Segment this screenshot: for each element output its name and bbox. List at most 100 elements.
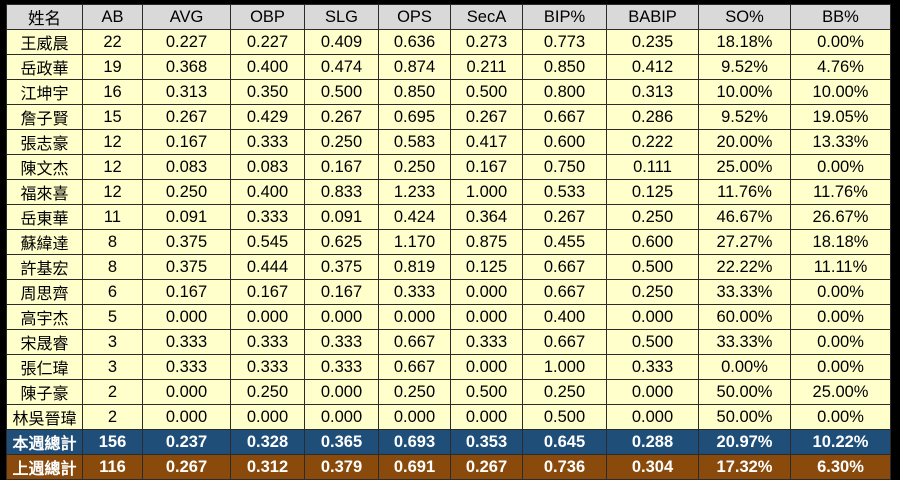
cell-seca: 0.353: [450, 429, 523, 455]
cell-slg: 0.500: [304, 79, 379, 105]
cell-ops: 0.250: [378, 154, 451, 180]
cell-obp: 0.545: [230, 229, 305, 255]
cell-ab: 3: [82, 354, 143, 380]
cell-obp: 0.083: [230, 154, 305, 180]
table-row: 宋晟睿 3 0.333 0.333 0.333 0.667 0.333 0.667 0.500 3…: [6, 329, 891, 355]
cell-seca: 0.267: [450, 104, 523, 130]
cell-so: 9.52%: [698, 54, 791, 80]
cell-avg: 0.000: [142, 304, 231, 330]
cell-babip: 0.000: [606, 379, 699, 405]
cell-avg: 0.267: [142, 454, 231, 480]
cell-name: 張仁瑋: [6, 354, 83, 380]
cell-so: 33.33%: [698, 329, 791, 355]
cell-babip: 0.111: [606, 154, 699, 180]
cell-bip: 1.000: [522, 354, 607, 380]
cell-bb: 0.00%: [790, 304, 891, 330]
cell-ops: 0.819: [378, 254, 451, 280]
cell-name: 高宇杰: [6, 304, 83, 330]
cell-avg: 0.167: [142, 279, 231, 305]
cell-obp: 0.227: [230, 29, 305, 55]
cell-slg: 0.365: [304, 429, 379, 455]
table-row: 岳政華 19 0.368 0.400 0.474 0.874 0.211 0.850 0.412…: [6, 54, 891, 80]
cell-seca: 0.875: [450, 229, 523, 255]
table-row: 張仁瑋 3 0.333 0.333 0.333 0.667 0.000 1.000 0.333 0…: [6, 354, 891, 380]
cell-babip: 0.000: [606, 304, 699, 330]
cell-ops: 0.850: [378, 79, 451, 105]
cell-babip: 0.250: [606, 279, 699, 305]
table-row: 陳文杰 12 0.083 0.083 0.167 0.250 0.167 0.750 0.111…: [6, 154, 891, 180]
cell-slg: 0.333: [304, 354, 379, 380]
table-row: 詹子賢 15 0.267 0.429 0.267 0.695 0.267 0.667 0.286…: [6, 104, 891, 130]
table-row: 江坤宇 16 0.313 0.350 0.500 0.850 0.500 0.800 0.313…: [6, 79, 891, 105]
cell-bb: 0.00%: [790, 354, 891, 380]
cell-bb: 13.33%: [790, 129, 891, 155]
cell-bb: 4.76%: [790, 54, 891, 80]
cell-ops: 0.250: [378, 379, 451, 405]
table-row: 蘇緯達 8 0.375 0.545 0.625 1.170 0.875 0.455 0.600 2…: [6, 229, 891, 255]
cell-obp: 0.333: [230, 329, 305, 355]
total-rows: 本週總計 156 0.237 0.328 0.365 0.693 0.353 0.645 0.2…: [6, 429, 891, 480]
cell-bip: 0.455: [522, 229, 607, 255]
cell-bip: 0.600: [522, 129, 607, 155]
cell-slg: 0.000: [304, 304, 379, 330]
cell-avg: 0.237: [142, 429, 231, 455]
table-row: 王威晨 22 0.227 0.227 0.409 0.636 0.273 0.773 0.235…: [6, 29, 891, 55]
cell-bip: 0.645: [522, 429, 607, 455]
cell-ops: 0.636: [378, 29, 451, 55]
cell-babip: 0.313: [606, 79, 699, 105]
cell-seca: 0.333: [450, 329, 523, 355]
cell-babip: 0.333: [606, 354, 699, 380]
header-seca: SecA: [450, 4, 523, 30]
cell-ab: 2: [82, 379, 143, 405]
cell-slg: 0.000: [304, 404, 379, 430]
cell-so: 17.32%: [698, 454, 791, 480]
table-row: 福來喜 12 0.250 0.400 0.833 1.233 1.000 0.533 0.125…: [6, 179, 891, 205]
player-rows: 王威晨 22 0.227 0.227 0.409 0.636 0.273 0.773 0.235…: [6, 29, 891, 430]
cell-slg: 0.167: [304, 154, 379, 180]
cell-name: 王威晨: [6, 29, 83, 55]
cell-babip: 0.500: [606, 329, 699, 355]
cell-seca: 0.000: [450, 404, 523, 430]
cell-name: 岳東華: [6, 204, 83, 230]
cell-ab: 12: [82, 129, 143, 155]
cell-bb: 26.67%: [790, 204, 891, 230]
cell-babip: 0.500: [606, 254, 699, 280]
cell-bb: 0.00%: [790, 329, 891, 355]
header-babip: BABIP: [606, 4, 699, 30]
cell-avg: 0.333: [142, 329, 231, 355]
cell-name: 詹子賢: [6, 104, 83, 130]
header-name: 姓名: [6, 4, 83, 30]
cell-ab: 8: [82, 229, 143, 255]
cell-ops: 0.000: [378, 304, 451, 330]
cell-babip: 0.286: [606, 104, 699, 130]
cell-ops: 0.691: [378, 454, 451, 480]
cell-so: 9.52%: [698, 104, 791, 130]
cell-name: 陳文杰: [6, 154, 83, 180]
header-so: SO%: [698, 4, 791, 30]
header-ab: AB: [82, 4, 143, 30]
cell-ab: 8: [82, 254, 143, 280]
cell-bb: 0.00%: [790, 29, 891, 55]
batting-stats-table: 姓名 AB AVG OBP SLG OPS SecA BIP% BABIP SO…: [6, 4, 891, 480]
table-header: 姓名 AB AVG OBP SLG OPS SecA BIP% BABIP SO…: [6, 4, 891, 30]
cell-obp: 0.444: [230, 254, 305, 280]
cell-avg: 0.000: [142, 404, 231, 430]
cell-bb: 6.30%: [790, 454, 891, 480]
cell-bip: 0.500: [522, 404, 607, 430]
cell-ab: 3: [82, 329, 143, 355]
cell-ab: 19: [82, 54, 143, 80]
cell-name: 江坤宇: [6, 79, 83, 105]
cell-bip: 0.850: [522, 54, 607, 80]
cell-seca: 0.000: [450, 279, 523, 305]
table-row: 周思齊 6 0.167 0.167 0.167 0.333 0.000 0.667 0.250 3…: [6, 279, 891, 305]
cell-bb: 10.22%: [790, 429, 891, 455]
total-row-this-week: 本週總計 156 0.237 0.328 0.365 0.693 0.353 0.645 0.2…: [6, 429, 891, 455]
cell-bb: 0.00%: [790, 154, 891, 180]
header-bip: BIP%: [522, 4, 607, 30]
cell-ops: 0.695: [378, 104, 451, 130]
cell-bb: 18.18%: [790, 229, 891, 255]
cell-ops: 1.233: [378, 179, 451, 205]
cell-ab: 15: [82, 104, 143, 130]
cell-bip: 0.250: [522, 379, 607, 405]
